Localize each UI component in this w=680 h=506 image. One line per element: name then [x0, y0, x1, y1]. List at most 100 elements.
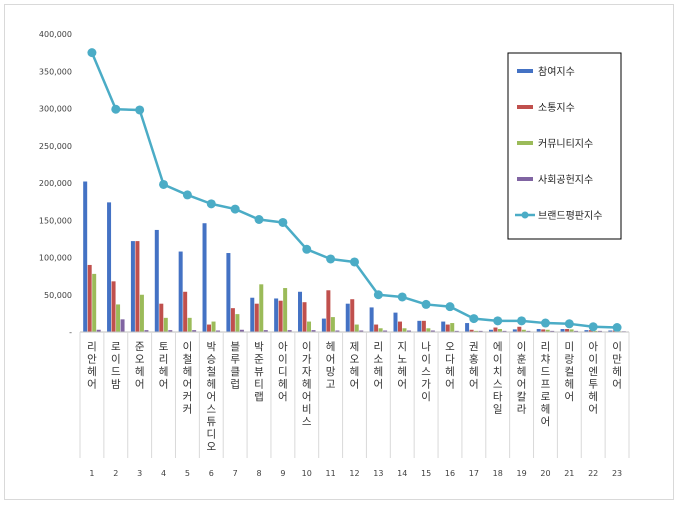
bar-4 [168, 330, 173, 332]
bar-4 [311, 330, 316, 332]
bar-4 [144, 330, 149, 332]
bar-1 [488, 329, 493, 332]
line-point [159, 179, 169, 189]
x-index-label: 5 [185, 469, 190, 478]
bar-2 [469, 329, 474, 332]
bar-3 [497, 329, 502, 332]
bar-4 [526, 330, 531, 332]
y-tick-label: 150,000 [39, 216, 72, 225]
x-index-label: 9 [280, 469, 285, 478]
bar-1 [178, 251, 183, 332]
bar-1 [584, 330, 589, 332]
bar-3 [521, 329, 526, 332]
bar-3 [235, 314, 240, 332]
bar-2 [111, 281, 116, 332]
bar-1 [130, 241, 135, 332]
bar-4 [192, 330, 197, 332]
bar-1 [154, 229, 159, 332]
bar-4 [335, 330, 340, 332]
x-index-label: 14 [397, 469, 407, 478]
bar-2 [421, 320, 426, 332]
x-index-label: 10 [302, 469, 312, 478]
bar-1 [560, 329, 565, 332]
bar-3 [330, 317, 335, 332]
line-point [135, 105, 145, 115]
bar-2 [397, 321, 402, 332]
line-point [254, 215, 264, 225]
bar-2 [302, 302, 307, 332]
bar-1 [226, 253, 231, 332]
bar-1 [250, 297, 255, 332]
legend-swatch [517, 105, 533, 109]
bar-4 [383, 330, 388, 332]
bar-1 [83, 181, 88, 332]
bar-3 [450, 323, 455, 332]
line-point [493, 316, 503, 326]
bar-3 [283, 288, 288, 332]
bar-1 [465, 323, 470, 332]
bar-1 [608, 330, 613, 332]
bar-3 [187, 317, 192, 332]
line-point [612, 323, 622, 333]
bar-2 [254, 303, 259, 332]
bar-4 [239, 329, 244, 332]
bar-2 [230, 308, 235, 332]
bar-4 [96, 329, 101, 332]
legend-label: 소통지수 [538, 102, 575, 114]
bar-2 [541, 329, 546, 332]
line-point [421, 299, 431, 309]
legend-swatch [517, 69, 533, 73]
bar-2 [350, 299, 355, 332]
line-point [469, 314, 479, 324]
bar-4 [454, 330, 459, 332]
bar-2 [183, 291, 188, 332]
x-index-label: 22 [588, 469, 598, 478]
bar-2 [565, 329, 570, 332]
legend-label: 사회공헌지수 [538, 174, 593, 186]
bar-1 [298, 291, 303, 332]
bar-4 [287, 330, 292, 332]
bar-4 [359, 330, 364, 332]
x-index-label: 11 [326, 469, 336, 478]
bar-3 [378, 328, 383, 332]
bar-3 [211, 321, 216, 332]
bar-4 [406, 330, 411, 332]
bar-2 [493, 327, 498, 332]
bar-2 [207, 324, 212, 332]
x-index-label: 8 [256, 469, 261, 478]
bar-2 [278, 300, 283, 332]
line-point [111, 104, 121, 114]
x-index-label: 23 [612, 469, 622, 478]
bar-3 [569, 329, 574, 332]
x-index-label: 7 [233, 469, 238, 478]
bar-3 [474, 330, 479, 332]
legend-swatch [517, 141, 533, 145]
line-point [373, 290, 383, 300]
bar-1 [536, 329, 541, 332]
bar-4 [550, 330, 555, 332]
bar-3 [426, 328, 431, 332]
bar-2 [445, 324, 450, 332]
bar-1 [512, 329, 517, 332]
x-index-label: 18 [493, 469, 503, 478]
line-point [302, 244, 312, 254]
line-point [87, 48, 97, 58]
line-point [230, 204, 240, 214]
bar-3 [116, 304, 121, 332]
x-index-label: 15 [421, 469, 431, 478]
line-point [278, 217, 288, 227]
bar-4 [597, 330, 602, 332]
legend-box [507, 52, 622, 240]
